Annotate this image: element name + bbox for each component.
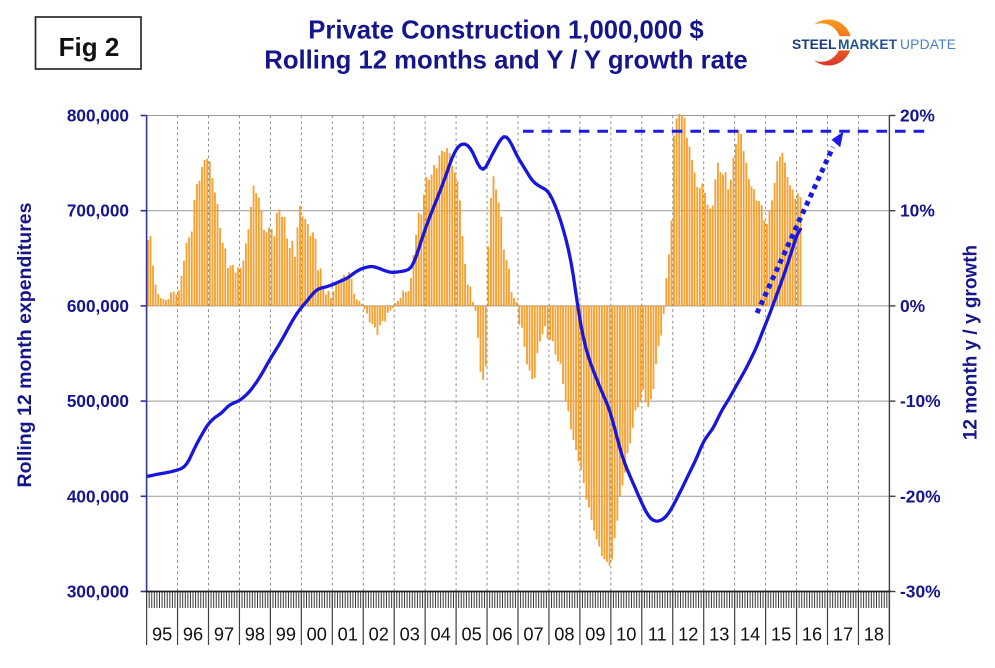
svg-text:-30%: -30% (900, 582, 941, 602)
svg-text:600,000: 600,000 (67, 296, 129, 316)
svg-text:700,000: 700,000 (67, 201, 129, 221)
svg-text:09: 09 (585, 625, 605, 645)
svg-text:15: 15 (771, 625, 791, 645)
svg-text:04: 04 (430, 625, 450, 645)
svg-text:96: 96 (183, 625, 203, 645)
svg-text:08: 08 (554, 625, 574, 645)
svg-text:11: 11 (648, 625, 667, 645)
svg-text:Fig 2: Fig 2 (59, 32, 120, 62)
svg-text:-20%: -20% (900, 486, 941, 506)
svg-text:00: 00 (307, 625, 327, 645)
svg-text:10: 10 (616, 625, 636, 645)
svg-text:10%: 10% (900, 201, 935, 221)
svg-text:16: 16 (802, 625, 822, 645)
svg-text:01: 01 (338, 625, 358, 645)
svg-text:06: 06 (492, 625, 512, 645)
svg-text:98: 98 (245, 625, 265, 645)
svg-text:95: 95 (152, 625, 172, 645)
svg-text:12: 12 (678, 625, 698, 645)
svg-text:Rolling 12 month expenditures: Rolling 12 month expenditures (14, 202, 36, 487)
svg-text:800,000: 800,000 (67, 106, 129, 126)
svg-text:05: 05 (461, 625, 481, 645)
svg-text:17: 17 (833, 625, 853, 645)
svg-text:03: 03 (400, 625, 420, 645)
svg-text:UPDATE: UPDATE (900, 37, 956, 52)
svg-text:MARKET: MARKET (838, 37, 898, 52)
svg-text:07: 07 (523, 625, 543, 645)
svg-text:13: 13 (709, 625, 729, 645)
svg-text:500,000: 500,000 (67, 391, 129, 411)
svg-text:Private Construction 1,000,000: Private Construction 1,000,000 $ (308, 17, 703, 45)
svg-text:-10%: -10% (900, 391, 941, 411)
svg-text:99: 99 (276, 625, 296, 645)
svg-text:400,000: 400,000 (67, 486, 129, 506)
svg-text:18: 18 (864, 625, 884, 645)
svg-text:12 month y / y growth: 12 month y / y growth (961, 245, 982, 440)
svg-text:300,000: 300,000 (67, 582, 129, 602)
svg-text:97: 97 (214, 625, 234, 645)
svg-text:0%: 0% (900, 296, 925, 316)
svg-text:STEEL: STEEL (792, 37, 836, 52)
svg-text:14: 14 (740, 625, 760, 645)
svg-text:20%: 20% (900, 106, 935, 126)
svg-text:Rolling 12 months and Y / Y gr: Rolling 12 months and Y / Y growth rate (264, 47, 747, 75)
svg-text:02: 02 (369, 625, 389, 645)
